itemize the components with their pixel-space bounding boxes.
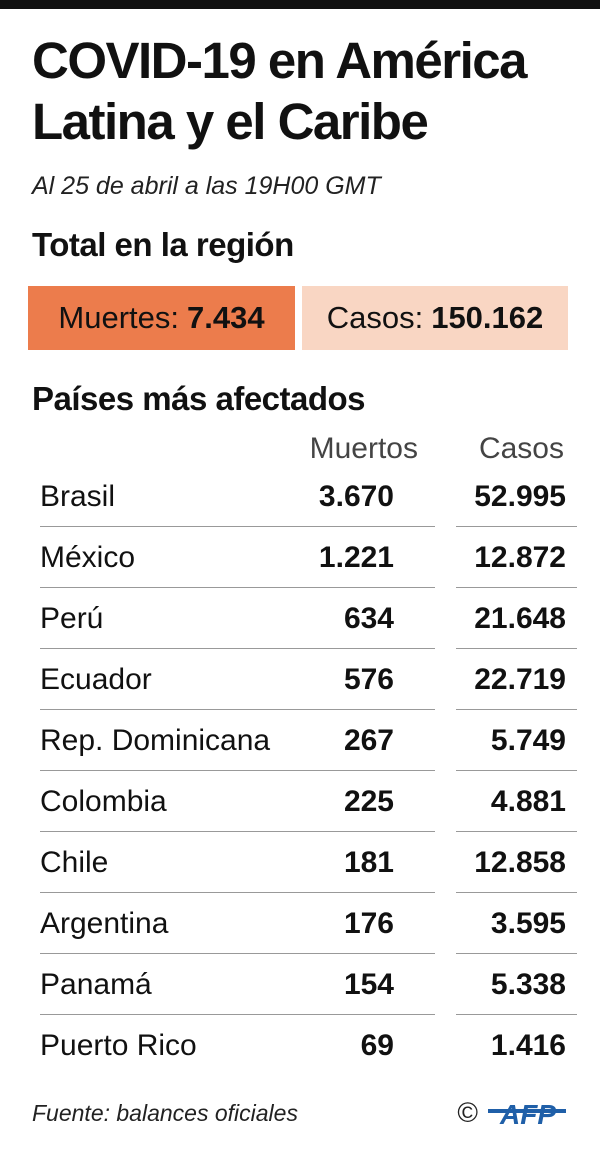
country-name: Colombia bbox=[40, 785, 167, 818]
table-row: Argentina 176 3.595 bbox=[0, 893, 600, 954]
row-divider bbox=[40, 831, 435, 832]
table-row: Colombia 225 4.881 bbox=[0, 771, 600, 832]
row-divider bbox=[456, 831, 577, 832]
deaths-value: 69 bbox=[360, 1029, 394, 1062]
countries-table: Brasil 3.670 52.995 México 1.221 12.872 Perú 63… bbox=[0, 466, 600, 1076]
total-cases-value: 150.162 bbox=[431, 300, 544, 335]
cases-value: 22.719 bbox=[474, 663, 566, 696]
deaths-value: 267 bbox=[343, 724, 394, 757]
row-divider bbox=[456, 709, 577, 710]
row-divider bbox=[456, 587, 577, 588]
row-divider bbox=[40, 526, 435, 527]
deaths-value: 3.670 bbox=[318, 480, 394, 513]
country-name: Argentina bbox=[40, 907, 169, 940]
row-divider bbox=[40, 953, 435, 954]
deaths-value: 225 bbox=[343, 785, 394, 818]
row-divider bbox=[40, 770, 435, 771]
row-divider bbox=[456, 953, 577, 954]
deaths-value: 1.221 bbox=[318, 541, 394, 574]
deaths-column-header: Muertos bbox=[309, 432, 418, 465]
country-name: Ecuador bbox=[40, 663, 152, 696]
row-divider bbox=[456, 770, 577, 771]
total-deaths-box: Muertes: 7.434 bbox=[28, 286, 295, 350]
row-divider bbox=[40, 892, 435, 893]
country-name: Perú bbox=[40, 602, 104, 635]
deaths-value: 181 bbox=[343, 846, 394, 879]
total-deaths-label: Muertes: bbox=[58, 300, 180, 335]
cases-value: 52.995 bbox=[474, 480, 566, 513]
row-divider bbox=[40, 648, 435, 649]
deaths-value: 176 bbox=[343, 907, 394, 940]
cases-value: 21.648 bbox=[474, 602, 566, 635]
total-deaths-value: 7.434 bbox=[187, 300, 265, 335]
table-row: Panamá 154 5.338 bbox=[0, 954, 600, 1015]
cases-value: 5.749 bbox=[490, 724, 566, 757]
country-name: Chile bbox=[40, 846, 109, 879]
region-total-heading: Total en la región bbox=[32, 226, 294, 263]
row-divider bbox=[456, 892, 577, 893]
cases-value: 5.338 bbox=[490, 968, 566, 1001]
chart-title: COVID-19 en América Latina y el Caribe bbox=[32, 30, 592, 152]
row-divider bbox=[456, 526, 577, 527]
countries-heading: Países más afectados bbox=[32, 380, 366, 417]
row-divider bbox=[456, 648, 577, 649]
cases-value: 1.416 bbox=[490, 1029, 566, 1062]
table-row: Perú 634 21.648 bbox=[0, 588, 600, 649]
row-divider bbox=[40, 1014, 435, 1015]
table-row: México 1.221 12.872 bbox=[0, 527, 600, 588]
country-name: Panamá bbox=[40, 968, 152, 1001]
cases-value: 4.881 bbox=[490, 785, 566, 818]
date-subtitle: Al 25 de abril a las 19H00 GMT bbox=[32, 172, 381, 200]
row-divider bbox=[40, 587, 435, 588]
copyright-symbol: © bbox=[457, 1097, 478, 1128]
afp-logo: AFP bbox=[488, 1099, 566, 1130]
credit: © AFP bbox=[457, 1096, 570, 1130]
table-row: Rep. Dominicana 267 5.749 bbox=[0, 710, 600, 771]
svg-text:AFP: AFP bbox=[499, 1099, 556, 1130]
cases-value: 12.858 bbox=[474, 846, 566, 879]
deaths-value: 576 bbox=[343, 663, 394, 696]
title-line-2: Latina y el Caribe bbox=[32, 93, 429, 150]
table-row: Ecuador 576 22.719 bbox=[0, 649, 600, 710]
country-name: Rep. Dominicana bbox=[40, 724, 271, 757]
country-name: México bbox=[40, 541, 136, 574]
total-cases-box: Casos: 150.162 bbox=[302, 286, 568, 350]
table-row: Brasil 3.670 52.995 bbox=[0, 466, 600, 527]
title-line-1: COVID-19 en América bbox=[32, 32, 527, 89]
cases-value: 12.872 bbox=[474, 541, 566, 574]
deaths-value: 634 bbox=[343, 602, 394, 635]
country-name: Puerto Rico bbox=[40, 1029, 197, 1062]
row-divider bbox=[40, 709, 435, 710]
country-name: Brasil bbox=[40, 480, 116, 513]
total-cases-label: Casos: bbox=[326, 300, 424, 335]
deaths-value: 154 bbox=[343, 968, 394, 1001]
cases-value: 3.595 bbox=[490, 907, 566, 940]
top-bar bbox=[0, 0, 600, 9]
cases-column-header: Casos bbox=[478, 432, 564, 465]
table-row: Chile 181 12.858 bbox=[0, 832, 600, 893]
table-row: Puerto Rico 69 1.416 bbox=[0, 1015, 600, 1076]
row-divider bbox=[456, 1014, 577, 1015]
source-note: Fuente: balances oficiales bbox=[32, 1100, 298, 1126]
